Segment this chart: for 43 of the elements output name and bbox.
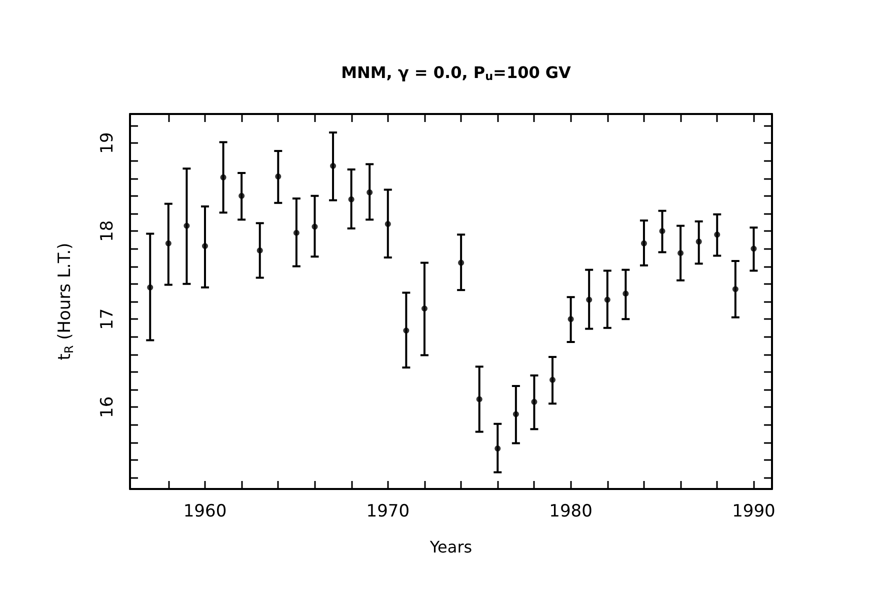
y-tick-label: 16 xyxy=(98,396,118,418)
point xyxy=(586,296,592,303)
point xyxy=(714,232,720,238)
point xyxy=(384,221,391,228)
point xyxy=(202,243,208,250)
point xyxy=(568,316,574,322)
point xyxy=(640,240,647,246)
point xyxy=(348,196,354,202)
point xyxy=(184,222,190,229)
point xyxy=(732,286,738,292)
point xyxy=(147,284,154,290)
point xyxy=(293,230,300,236)
point xyxy=(750,246,757,252)
x-tick-label: 1970 xyxy=(366,502,410,522)
point xyxy=(165,240,172,246)
point xyxy=(512,411,519,418)
point xyxy=(622,290,629,297)
point xyxy=(678,250,684,256)
point xyxy=(531,398,538,405)
point xyxy=(238,192,245,199)
x-tick-label: 1960 xyxy=(183,502,227,522)
y-tick-label: 19 xyxy=(98,132,118,154)
point xyxy=(275,174,282,180)
x-axis-title: Years xyxy=(428,538,472,556)
y-axis-title: tR (Hours L.T.) xyxy=(54,242,76,360)
point xyxy=(220,174,226,180)
point xyxy=(476,396,482,402)
point xyxy=(659,228,666,234)
point xyxy=(458,260,464,266)
point xyxy=(330,162,336,169)
point xyxy=(550,376,556,383)
point xyxy=(366,189,373,196)
x-tick-label: 1980 xyxy=(549,502,592,522)
x-tick-label: 1990 xyxy=(732,502,776,522)
point xyxy=(256,247,263,254)
y-tick-label: 17 xyxy=(98,308,118,330)
point xyxy=(604,296,610,303)
point xyxy=(494,446,501,452)
point xyxy=(696,238,702,245)
point xyxy=(421,306,428,312)
y-tick-label: 18 xyxy=(98,220,118,242)
point xyxy=(312,224,318,230)
point xyxy=(403,328,410,334)
